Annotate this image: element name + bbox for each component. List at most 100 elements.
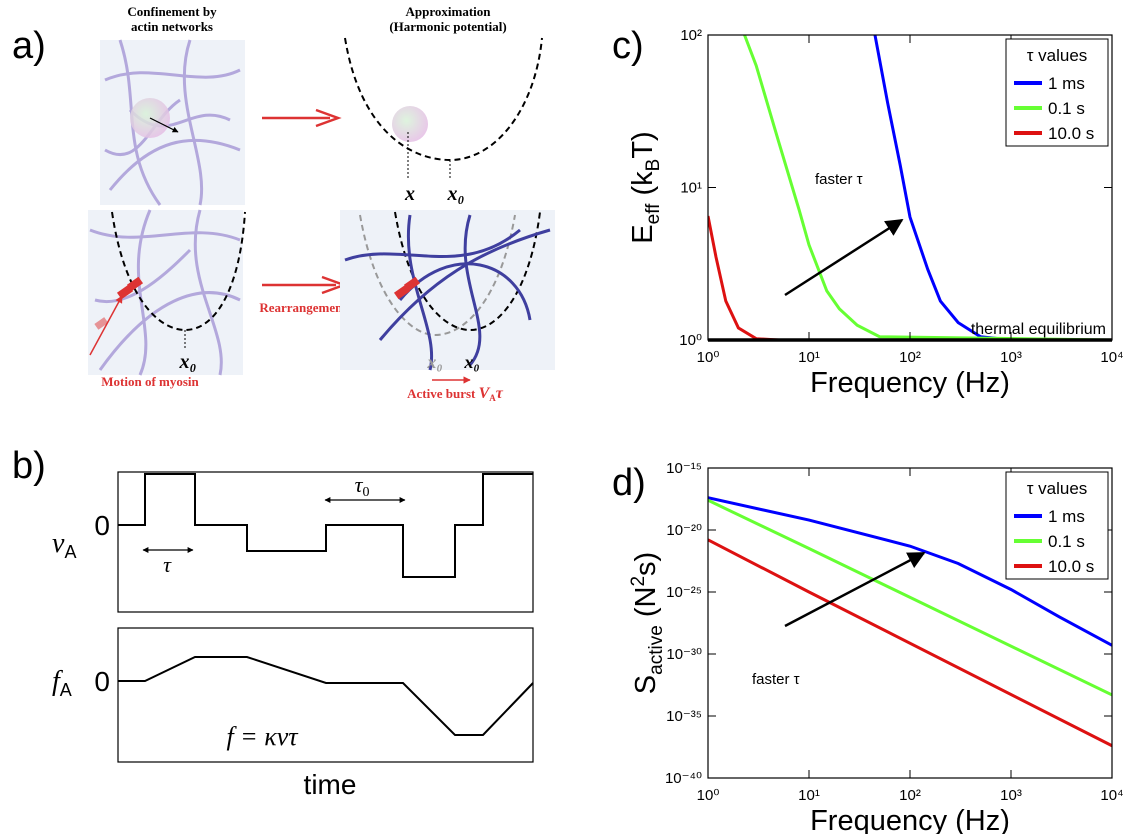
signal-box <box>117 471 534 613</box>
series-line <box>708 498 1112 697</box>
y-tick-label: 10² <box>680 27 702 44</box>
x-tick-label: 10³ <box>1000 349 1022 366</box>
label-part: f <box>52 666 63 697</box>
y-axis-label-part: B <box>643 159 664 172</box>
y-tick-label: 10⁻³⁵ <box>666 708 702 725</box>
y-axis-label-part: S <box>630 675 662 694</box>
x-tick-label: 10² <box>899 349 921 366</box>
series-line <box>743 35 1112 340</box>
panel-label: b) <box>12 445 46 487</box>
legend-label: 10.0 s <box>1048 557 1094 576</box>
caption-part: Active burst <box>407 386 479 401</box>
panel-label: a) <box>12 25 46 67</box>
y-axis-label-part: (k <box>627 171 659 204</box>
y-axis-label-part: eff <box>643 203 664 225</box>
chart: thermal equilibrium 10⁰ 10¹ 10² 10³ 10⁴ 10⁰ 10¹… <box>627 27 1124 399</box>
y-tick-label: 10¹ <box>680 180 702 197</box>
chart: 10⁰ 10¹ 10² 10³ 10⁴ 10⁻⁴⁰ 10⁻³⁵ 10⁻³⁰ 10⁻²⁵ 10⁻²⁰… <box>628 460 1124 834</box>
label: τ <box>163 552 172 577</box>
y-axis-label-part: s) <box>630 552 662 576</box>
legend-box <box>1005 471 1109 580</box>
legend-label: 1 ms <box>1048 74 1085 93</box>
title: (Harmonic potential) <box>389 19 506 34</box>
y-tick-label: 10⁻⁴⁰ <box>665 770 702 787</box>
axis-label: time <box>304 769 357 800</box>
x-tick-label: 10¹ <box>798 787 820 804</box>
label: x₀ <box>426 352 442 372</box>
arrow <box>89 295 123 356</box>
label: x₀ <box>463 352 479 372</box>
potential <box>394 211 541 332</box>
label-part: A <box>60 680 72 700</box>
y-tick-label: 10⁻²⁰ <box>666 522 702 539</box>
y-axis-label-part: E <box>627 224 659 243</box>
x-tick-label: 10¹ <box>798 349 820 366</box>
arrow <box>784 551 926 628</box>
series-line <box>708 538 1112 748</box>
legend-title: τ values <box>1027 479 1088 498</box>
title: Confinement by <box>127 4 217 19</box>
y-tick-label: 10⁰ <box>679 332 702 349</box>
caption-part: τ <box>496 385 504 402</box>
legend-label: 0.1 s <box>1048 532 1085 551</box>
myosin <box>393 276 421 300</box>
panel-a: Confinement by actin networks Approximat… <box>88 4 555 403</box>
y-axis-label-part: 2 <box>628 576 649 587</box>
y-axis-label-part: active <box>646 625 667 675</box>
y-tick-label: 10⁻²⁵ <box>666 584 702 601</box>
panel-b: vA fA 0 0 τ τ0 f = κvτ time <box>52 471 534 800</box>
legend-title: τ values <box>1027 46 1088 65</box>
caption: Rearrangement <box>259 300 347 315</box>
label-part: A <box>64 542 76 562</box>
series-line <box>708 215 1112 340</box>
legend-label: 0.1 s <box>1048 99 1085 118</box>
annotation: faster τ <box>752 671 800 688</box>
potential <box>344 37 543 162</box>
caption-part: V <box>479 385 491 402</box>
x-tick-label: 10⁴ <box>1100 787 1123 804</box>
x-tick-label: 10⁰ <box>697 787 720 804</box>
y-tick-label: 10⁻¹⁵ <box>666 460 702 477</box>
actin-filaments <box>89 209 241 376</box>
axis-label: vA <box>52 528 76 562</box>
plot-area <box>708 496 1112 748</box>
title: actin networks <box>131 19 213 34</box>
x-tick-label: 10³ <box>1000 787 1022 804</box>
label-part: 0 <box>362 485 369 500</box>
formula: f = κvτ <box>226 722 299 751</box>
x-axis-label: Frequency (Hz) <box>810 367 1010 399</box>
caption: Active burst VAτ <box>407 385 504 403</box>
x-tick-label: 10⁰ <box>697 349 720 366</box>
reference-label: thermal equilibrium <box>971 321 1106 338</box>
label-part: v <box>52 528 65 559</box>
force-signal <box>118 656 534 736</box>
velocity-signal <box>118 473 533 578</box>
series-line <box>708 496 1112 647</box>
label-part: τ <box>355 472 364 497</box>
y-axis-label: Eeff (kBT) <box>627 131 664 243</box>
label: x <box>404 183 415 205</box>
x-tick-label: 10² <box>899 787 921 804</box>
axis-label: fA <box>52 666 72 700</box>
network-box <box>100 40 245 205</box>
legend-box <box>1005 38 1109 147</box>
panel-label: d) <box>612 462 646 504</box>
caption-part: A <box>489 393 496 403</box>
legend-label: 1 ms <box>1048 507 1085 526</box>
x-axis-label: Frequency (Hz) <box>810 805 1010 834</box>
zero-label: 0 <box>94 666 110 697</box>
arrow <box>262 108 348 295</box>
title: Approximation <box>406 4 492 19</box>
x-tick-label: 10⁴ <box>1100 349 1123 366</box>
label: τ0 <box>355 472 370 500</box>
arrow <box>149 117 179 133</box>
bead <box>392 106 428 142</box>
actin-filaments <box>344 214 551 371</box>
annotation: faster τ <box>815 171 863 188</box>
y-axis-label-part: T) <box>627 131 659 158</box>
y-axis-label-part: (N <box>630 587 662 626</box>
caption: Motion of myosin <box>101 374 199 389</box>
panel-label: c) <box>612 25 644 67</box>
y-axis-label: Sactive (N2s) <box>628 552 667 694</box>
